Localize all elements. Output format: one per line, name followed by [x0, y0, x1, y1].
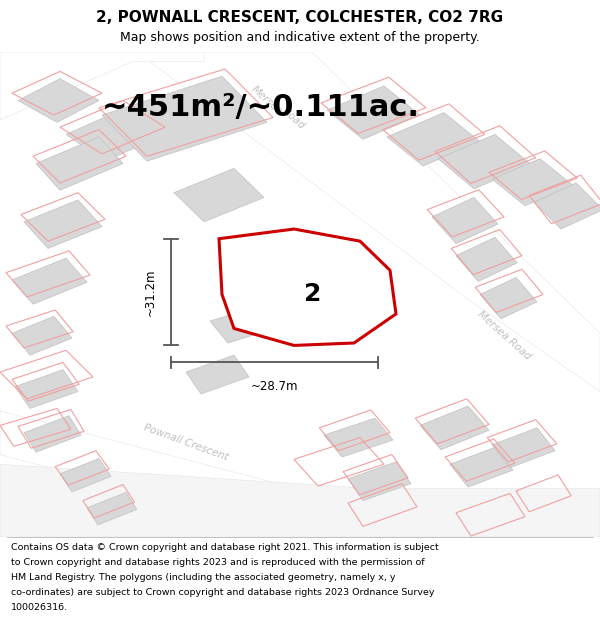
Text: ~31.2m: ~31.2m: [143, 268, 157, 316]
Polygon shape: [432, 198, 498, 244]
Polygon shape: [66, 107, 165, 161]
Text: ~28.7m: ~28.7m: [251, 380, 298, 393]
Polygon shape: [348, 462, 411, 501]
Polygon shape: [18, 79, 99, 122]
Text: Road: Road: [281, 106, 307, 131]
Polygon shape: [87, 492, 137, 525]
Polygon shape: [60, 458, 111, 492]
Text: Pownall Crescent: Pownall Crescent: [142, 422, 230, 462]
Polygon shape: [210, 304, 282, 343]
Polygon shape: [420, 406, 489, 450]
Polygon shape: [438, 134, 531, 189]
Text: Map shows position and indicative extent of the property.: Map shows position and indicative extent…: [120, 31, 480, 44]
Polygon shape: [456, 238, 517, 281]
Polygon shape: [15, 369, 78, 409]
Polygon shape: [492, 159, 573, 206]
Polygon shape: [450, 448, 513, 487]
Polygon shape: [480, 278, 537, 319]
Text: 2: 2: [304, 282, 322, 306]
Polygon shape: [102, 76, 267, 161]
Text: 2, POWNALL CRESCENT, COLCHESTER, CO2 7RG: 2, POWNALL CRESCENT, COLCHESTER, CO2 7RG: [97, 11, 503, 26]
Polygon shape: [12, 316, 72, 355]
Polygon shape: [174, 168, 264, 222]
Polygon shape: [36, 137, 123, 190]
Polygon shape: [24, 200, 102, 248]
Polygon shape: [24, 416, 81, 452]
Text: Mersea: Mersea: [250, 84, 284, 117]
Text: 100026316.: 100026316.: [11, 603, 68, 612]
Text: Mersea Road: Mersea Road: [476, 309, 532, 362]
Text: HM Land Registry. The polygons (including the associated geometry, namely x, y: HM Land Registry. The polygons (includin…: [11, 573, 395, 582]
Polygon shape: [12, 258, 87, 304]
Polygon shape: [0, 411, 492, 561]
Polygon shape: [0, 52, 204, 120]
Polygon shape: [0, 464, 600, 537]
Polygon shape: [387, 112, 480, 166]
Text: to Crown copyright and database rights 2023 and is reproduced with the permissio: to Crown copyright and database rights 2…: [11, 558, 424, 567]
Text: Contains OS data © Crown copyright and database right 2021. This information is : Contains OS data © Crown copyright and d…: [11, 543, 439, 552]
Polygon shape: [186, 355, 249, 394]
Polygon shape: [492, 428, 555, 468]
Polygon shape: [150, 52, 600, 391]
Polygon shape: [219, 229, 396, 346]
Text: ~451m²/~0.111ac.: ~451m²/~0.111ac.: [102, 93, 420, 122]
Polygon shape: [534, 183, 600, 229]
Text: co-ordinates) are subject to Crown copyright and database rights 2023 Ordnance S: co-ordinates) are subject to Crown copyr…: [11, 588, 434, 597]
Polygon shape: [324, 418, 393, 457]
Polygon shape: [234, 239, 318, 289]
Polygon shape: [327, 86, 420, 139]
